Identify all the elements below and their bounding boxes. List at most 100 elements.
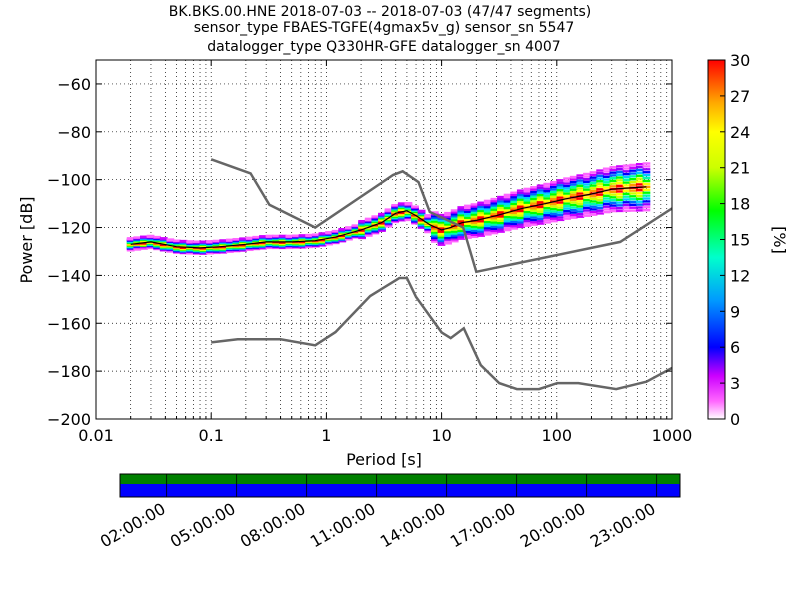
- ppsd-cell: [609, 182, 618, 185]
- ppsd-cell: [563, 217, 571, 220]
- ppsd-cell: [549, 202, 558, 206]
- ppsd-cell: [490, 219, 499, 222]
- ppsd-cell: [616, 184, 624, 188]
- ppsd-cell: [530, 218, 538, 222]
- ppsd-cell: [642, 176, 651, 180]
- ppsd-cell: [583, 211, 591, 215]
- y-tick-label: −160: [47, 314, 91, 333]
- ppsd-cell: [464, 216, 472, 219]
- ppsd-cell: [543, 206, 552, 210]
- ppsd-cell: [516, 212, 525, 215]
- ppsd-cell: [576, 202, 585, 206]
- ppsd-cell: [576, 174, 585, 177]
- ppsd-cell: [437, 221, 446, 224]
- ppsd-cell: [483, 199, 492, 203]
- colorbar-tick-label: 0: [730, 410, 740, 429]
- time-tick-label: 17:00:00: [447, 499, 519, 551]
- ppsd-cell: [583, 214, 591, 217]
- ppsd-cell: [549, 195, 558, 198]
- ppsd-cell: [530, 202, 538, 205]
- time-tick-label: 05:00:00: [167, 499, 239, 551]
- ppsd-cell: [635, 163, 644, 166]
- time-tick-label: 14:00:00: [377, 499, 449, 551]
- ppsd-cell: [523, 215, 532, 218]
- ppsd-cell: [543, 194, 552, 198]
- ppsd-cell: [536, 215, 545, 218]
- ppsd-cell: [464, 226, 472, 229]
- ppsd-cell: [563, 187, 571, 190]
- ppsd-cell: [616, 193, 624, 196]
- ppsd-cell: [576, 205, 585, 208]
- ppsd-cell: [556, 216, 565, 219]
- axis-ticks: 0.01 0.1 1 10 100 1000 −200 −180 −160 −140 −120 −10…: [47, 60, 692, 445]
- ppsd-cell: [444, 234, 452, 237]
- ppsd-cell: [497, 197, 505, 201]
- ppsd-cell: [510, 216, 519, 219]
- ppsd-cell: [411, 205, 419, 208]
- ppsd-cell: [530, 214, 538, 217]
- ppsd-cell: [589, 213, 598, 216]
- ppsd-cell: [536, 217, 545, 221]
- ppsd-cell: [642, 203, 651, 206]
- ppsd-cell: [345, 226, 353, 229]
- ppsd-cell: [510, 218, 519, 221]
- ppsd-cell: [622, 164, 631, 167]
- ppsd-cell: [444, 215, 452, 219]
- ppsd-cell: [450, 234, 459, 237]
- ppsd-cell: [510, 227, 519, 230]
- y-tick-label: −200: [47, 410, 91, 429]
- ppsd-cell: [523, 219, 532, 223]
- ppsd-cell: [470, 223, 479, 226]
- ppsd-cell: [530, 209, 538, 212]
- ppsd-cell: [576, 207, 585, 211]
- ppsd-cell: [609, 185, 618, 188]
- ppsd-cell: [543, 187, 552, 190]
- ppsd-cell: [477, 228, 486, 231]
- colorbar-tick-label: 30: [730, 51, 750, 70]
- ppsd-cell: [516, 214, 525, 217]
- ppsd-cell: [629, 180, 638, 184]
- ppsd-cell: [616, 190, 624, 193]
- ppsd-cell: [635, 180, 644, 183]
- ppsd-cell: [549, 198, 558, 201]
- ppsd-cell: [285, 234, 294, 238]
- ppsd-cell: [497, 202, 505, 205]
- ppsd-cell: [523, 224, 532, 227]
- chart-title-line-3: datalogger_type Q330HR-GFE datalogger_sn…: [207, 39, 560, 55]
- ppsd-cell: [602, 170, 611, 173]
- ppsd-cell: [622, 195, 631, 198]
- coverage-bar: [120, 474, 680, 484]
- ppsd-cell: [530, 186, 538, 189]
- colorbar-tick-label: 3: [730, 374, 740, 393]
- ppsd-cell: [583, 183, 591, 186]
- ppsd-cell: [629, 183, 638, 187]
- ppsd-cell: [536, 205, 545, 209]
- ppsd-cell: [622, 170, 631, 173]
- ppsd-cell: [516, 196, 525, 199]
- ppsd-cell: [596, 196, 605, 199]
- ppsd-cell: [477, 230, 486, 233]
- ppsd-cell: [530, 188, 538, 191]
- ppsd-cell: [252, 235, 261, 239]
- ppsd-cell: [596, 212, 605, 215]
- ppsd-cell: [457, 212, 466, 215]
- ppsd-cell: [536, 193, 545, 197]
- ppsd-cell: [444, 211, 452, 215]
- ppsd-cell: [470, 227, 479, 230]
- ppsd-cell: [483, 218, 492, 221]
- ppsd-cell: [596, 172, 605, 175]
- colorbar-tick-label: 9: [730, 302, 740, 321]
- ppsd-cell: [497, 204, 505, 207]
- ppsd-cell: [510, 196, 519, 199]
- y-tick-label: −180: [47, 362, 91, 381]
- ppsd-cell: [503, 198, 512, 201]
- ppsd-cell: [437, 226, 446, 230]
- ppsd-cell: [470, 235, 479, 239]
- ppsd-cell: [497, 200, 505, 203]
- ppsd-cell: [622, 172, 631, 176]
- ppsd-cell: [477, 205, 486, 209]
- ppsd-cell: [635, 188, 644, 192]
- ppsd-cell: [583, 204, 591, 207]
- ppsd-cell: [437, 236, 446, 239]
- ppsd-cell: [457, 217, 466, 221]
